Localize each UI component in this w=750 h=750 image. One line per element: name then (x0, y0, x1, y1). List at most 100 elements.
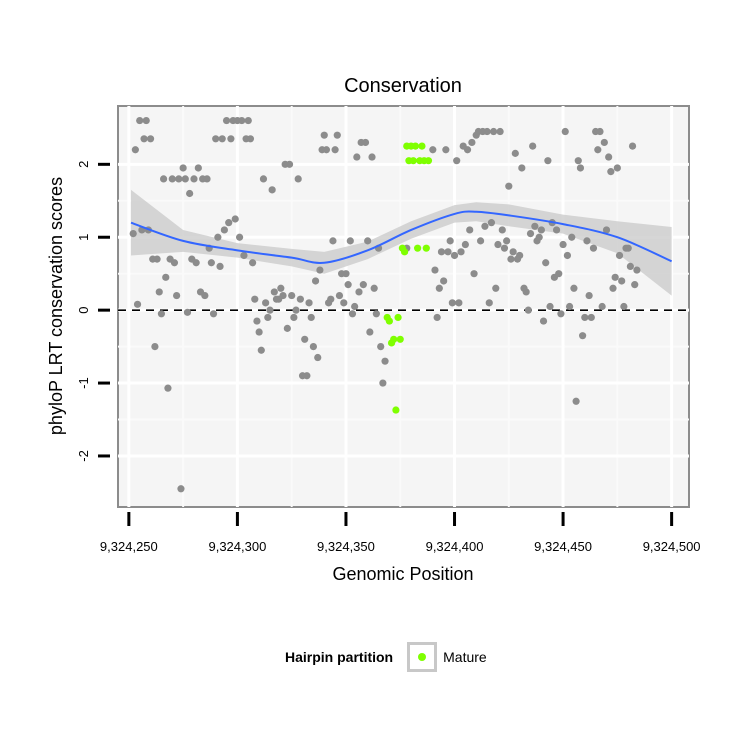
data-point-other (231, 215, 239, 223)
data-point-other (159, 175, 168, 183)
smooth-line (130, 210, 673, 264)
data-point-other (168, 175, 176, 183)
data-point-other (442, 146, 450, 154)
data-point-other (340, 299, 348, 307)
y-tick-label: 1 (76, 234, 91, 241)
data-point-other (589, 244, 598, 252)
data-point-mature (385, 317, 393, 325)
data-point-other (203, 175, 211, 183)
data-point-other (348, 310, 357, 318)
data-point-other (342, 270, 350, 278)
data-point-other (476, 237, 485, 245)
data-point-other (626, 262, 634, 270)
data-point-other (190, 175, 198, 183)
data-point-other (518, 164, 526, 172)
data-point-other (322, 146, 331, 154)
data-point-other (212, 135, 220, 143)
data-point-other (524, 306, 532, 314)
data-point-other (268, 186, 276, 194)
data-point-other (594, 146, 602, 154)
data-point-other (618, 277, 626, 285)
data-point-other (470, 270, 478, 278)
data-point-other (133, 300, 142, 308)
data-point-other (183, 308, 192, 316)
data-point-other (129, 229, 137, 238)
data-point-other (346, 237, 354, 245)
data-point-other (494, 240, 502, 249)
data-point-other (179, 164, 187, 172)
data-point-other (157, 310, 166, 318)
data-point-other (235, 233, 244, 241)
data-point-other (492, 284, 500, 292)
data-point-other (364, 237, 372, 245)
data-point-other (563, 251, 572, 260)
data-point-other (585, 291, 593, 300)
data-point-mature (400, 248, 409, 256)
data-point-other (142, 116, 150, 125)
data-point-other (544, 157, 552, 165)
data-point-mature (409, 157, 417, 165)
data-point-other (240, 251, 248, 260)
data-point-other (220, 226, 228, 234)
data-point-other (433, 313, 441, 322)
y-tick-label: 2 (76, 161, 91, 168)
data-point-other (611, 273, 619, 281)
data-point-other (279, 291, 287, 300)
data-point-other (453, 157, 461, 165)
chart-title: Conservation (344, 75, 462, 97)
data-point-other (162, 273, 170, 281)
data-point-other (631, 281, 639, 289)
data-point-other (446, 237, 454, 245)
data-point-other (555, 270, 563, 278)
data-point-mature (396, 335, 404, 343)
data-point-other (466, 226, 474, 234)
data-point-other (136, 116, 144, 125)
data-point-other (151, 343, 159, 351)
data-point-other (485, 299, 493, 307)
data-point-other (570, 284, 578, 292)
data-point-other (320, 131, 328, 139)
data-point-other (311, 277, 320, 285)
data-point-other (546, 302, 554, 311)
data-point-mature (414, 244, 422, 252)
data-point-other (214, 233, 222, 241)
data-point-other (225, 219, 233, 227)
x-tick-label: 9,324,500 (643, 539, 701, 554)
data-point-other (607, 168, 615, 176)
data-point-other (192, 259, 200, 267)
data-point-other (372, 310, 380, 318)
x-tick-label: 9,324,300 (208, 539, 266, 554)
data-point-other (262, 299, 270, 307)
other-points (129, 116, 641, 493)
data-point-other (253, 317, 261, 325)
data-point-other (164, 384, 172, 392)
data-point-other (370, 284, 378, 292)
data-point-other (605, 153, 613, 161)
data-point-mature (424, 157, 433, 165)
data-point-other (583, 237, 591, 245)
y-tick-label: -1 (76, 377, 91, 389)
data-point-other (468, 138, 476, 147)
data-point-other (177, 485, 185, 493)
data-point-other (368, 153, 376, 161)
data-point-other (335, 291, 344, 300)
data-point-other (613, 164, 621, 172)
legend-key (407, 642, 438, 672)
data-point-other (285, 160, 294, 168)
data-point-other (574, 157, 582, 165)
data-point-other (353, 153, 361, 161)
data-point-other (437, 248, 446, 256)
data-point-other (314, 353, 322, 362)
data-point-other (565, 302, 574, 311)
confidence-band (131, 189, 672, 296)
y-axis: -2 -1 0 1 2 (76, 161, 110, 462)
data-point-other (333, 131, 341, 139)
data-point-other (522, 288, 530, 296)
data-point-other (509, 248, 517, 256)
data-point-other (290, 313, 298, 322)
data-point-other (153, 255, 161, 263)
data-point-other (542, 259, 550, 267)
data-point-other (572, 397, 580, 405)
data-point-other (249, 259, 257, 267)
